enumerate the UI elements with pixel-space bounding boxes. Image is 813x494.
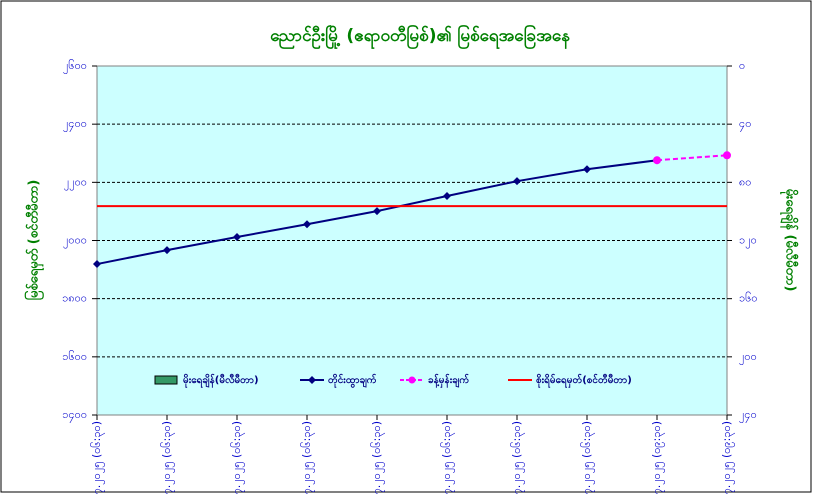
y2-tick-label: ၀ xyxy=(739,59,745,72)
y2-tick-label: ၁၂၀ xyxy=(739,234,757,249)
legend-label: တိုင်းထွာချက် xyxy=(328,373,377,389)
y2-tick-label: ၂၄၀ xyxy=(739,408,757,423)
chart-title: ညောင်ဦးမြို့ (ဧရာဝတီမြစ်)၏ မြစ်ရေအခြေအနေ xyxy=(270,23,570,50)
y-tick-label: ၂၀၀၀ xyxy=(63,234,87,249)
data-point xyxy=(513,177,521,186)
x-tick-label: ၉.၇.၂၀၂၅ (၀၆:၃၀) xyxy=(370,421,385,494)
data-point xyxy=(233,233,241,242)
legend-label: စိုးရိမ်ရေမှတ်(စင်တီမီတာ) xyxy=(536,373,632,389)
x-tick-label: ၁၂.၇.၂၀၂၅ (၀၆:၃၀) xyxy=(580,421,595,494)
y2-tick-label: ၂၀၀ xyxy=(739,350,757,365)
x-tick-label: ၅.၇.၂၀၂၅ (၀၆:၃၀) xyxy=(90,421,105,494)
legend-label: မိုးရေချိန်(မီလီမီတာ) xyxy=(183,373,259,389)
data-point xyxy=(373,207,381,216)
y-tick-label: ၁၆၀၀ xyxy=(62,350,87,363)
data-point xyxy=(443,192,451,201)
data-point xyxy=(723,151,731,160)
data-point xyxy=(303,220,311,229)
y2-axis-title: မိုးရေချိန် (မီလီမီတာ) xyxy=(780,189,800,292)
y2-tick-label: ၄၀ xyxy=(739,117,751,132)
data-point xyxy=(93,260,101,269)
legend-label: ခန့်မှန်းချက် xyxy=(428,373,469,389)
legend-marker xyxy=(308,376,316,384)
x-tick-label: ၇.၇.၂၀၂၅ (၀၆:၃၀) xyxy=(230,421,245,494)
y-tick-label: ၂၂၀၀ xyxy=(64,175,87,190)
x-tick-label: ၈.၇.၂၀၂၅ (၀၆:၃၀) xyxy=(300,421,315,494)
data-point xyxy=(583,165,591,174)
legend-marker xyxy=(408,376,416,384)
x-tick-label: ၁၁.၇.၂၀၂၅ (၀၆:၃၀) xyxy=(510,421,525,494)
x-tick-label: ၁၃.၇.၂၀၂၅ (၀၉:၃၀) xyxy=(650,421,665,494)
data-point xyxy=(163,246,171,255)
x-tick-label: ၆.၇.၂၀၂၅ (၀၆:၃၀) xyxy=(160,421,175,494)
y-axis-title: မြစ်ရေမှတ် (စင်တီမီတာ) xyxy=(24,180,45,301)
x-tick-label: ၁၄.၇.၂၀၂၅ (၀၉:၃၀) xyxy=(720,421,735,494)
x-tick-label: ၁၀.၇.၂၀၂၅ (၀၆:၃၀) xyxy=(440,421,455,494)
y-tick-label: ၂၄၀၀ xyxy=(63,117,87,132)
legend-swatch xyxy=(154,375,178,385)
y-tick-label: ၁၄၀၀ xyxy=(62,408,87,423)
y-tick-label: ၂၆၀၀ xyxy=(63,59,87,74)
data-point xyxy=(653,156,661,165)
line-series xyxy=(656,154,728,162)
y2-tick-label: ၈၀ xyxy=(739,175,751,188)
y-tick-label: ၁၈၀၀ xyxy=(62,292,87,305)
y2-tick-label: ၁၆၀ xyxy=(739,292,758,305)
